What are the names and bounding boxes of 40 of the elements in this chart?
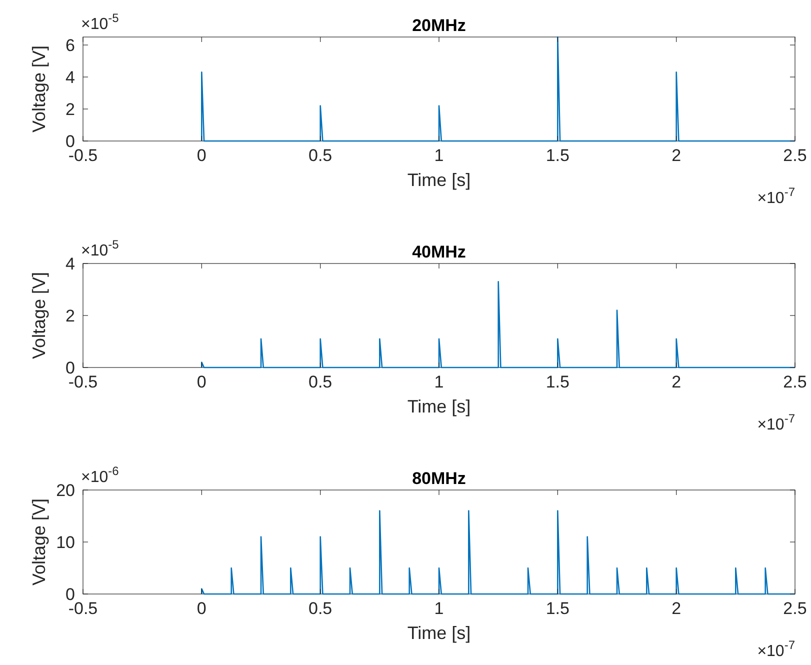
text: ×10$^{-6}$ [81,464,120,486]
x-tick-label: 0 [196,599,206,618]
x-tick-label: 0 [196,146,206,165]
x-axis-title: Time [s] [407,623,471,643]
x-tick-label: 1 [434,146,444,165]
y-tick-label: 6 [66,36,75,55]
x-tick-label: 2.5 [783,599,807,618]
y-tick-label: 2 [66,100,75,119]
x-axis-title: Time [s] [407,396,471,416]
x-tick-label: 0.5 [308,372,332,392]
x-tick-label: 1.5 [546,599,570,618]
text: ×10$^{-7}$ [757,412,796,434]
x-axis-title: Time [s] [407,170,471,190]
y-tick-label: 20 [56,480,75,500]
chart-title: 80MHz [412,469,466,488]
x-tick-label: 2.5 [783,146,807,165]
x-tick-label: 0.5 [308,146,332,165]
y-tick-label: 10 [56,532,75,552]
text: ×10$^{-5}$ [81,238,120,260]
x-tick-label: 0 [196,372,206,392]
x-tick-label: 1.5 [546,146,570,165]
y-tick-label: 2 [66,306,75,326]
x-tick-label: 2 [672,599,682,618]
x-tick-label: 1 [434,372,444,392]
x-tick-label: 2 [672,372,682,392]
x-tick-label: 2 [672,146,682,165]
y-axis-title: Voltage [V] [29,272,49,360]
y-tick-label: 4 [66,68,75,87]
x-tick-label: 0.5 [308,599,332,618]
x-tick-label: 1 [434,599,444,618]
y-tick-label: 4 [66,254,75,274]
text: ×10$^{-7}$ [757,638,796,660]
x-tick-label: 1.5 [546,372,570,392]
y-axis-title: Voltage [V] [29,45,49,133]
text: ×10$^{-5}$ [81,11,120,33]
text: ×10$^{-7}$ [757,185,796,207]
y-axis-title: Voltage [V] [29,498,49,586]
x-tick-label: 2.5 [783,372,807,392]
chart-title: 40MHz [412,242,466,262]
chart-title: 20MHz [412,16,466,35]
